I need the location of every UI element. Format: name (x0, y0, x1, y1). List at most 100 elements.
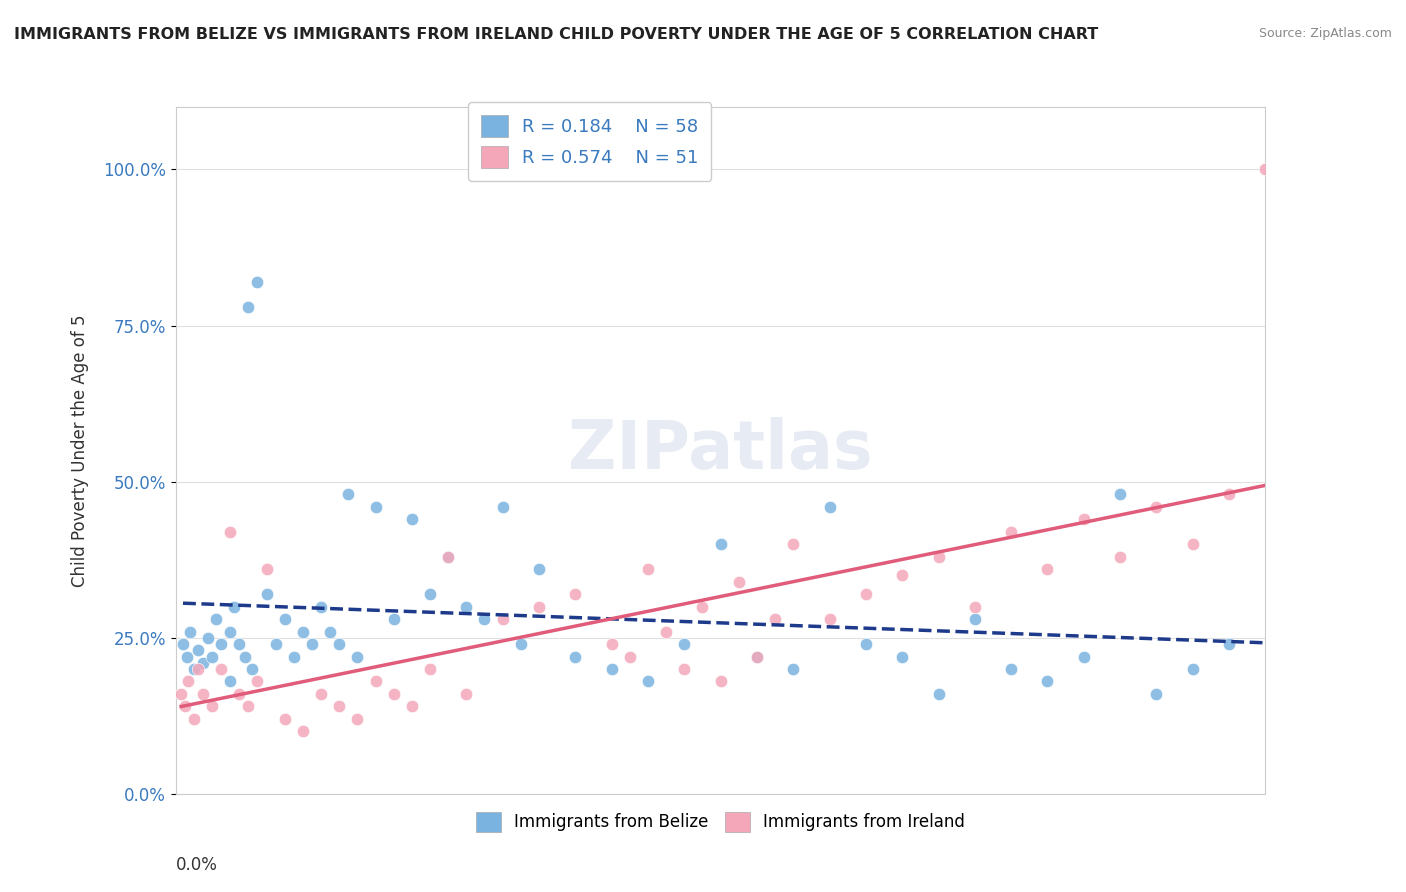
Point (763, 612, 786, 626)
Point (382, 687, 405, 701)
Point (1146, 500, 1168, 514)
Point (1036, 674, 1059, 689)
Point (564, 587, 586, 601)
Point (186, 662, 209, 676)
Point (191, 656, 214, 670)
Point (346, 712, 368, 726)
Point (745, 649, 768, 664)
Point (818, 612, 841, 626)
Point (1073, 649, 1095, 664)
Point (619, 649, 641, 664)
Point (170, 687, 193, 701)
Point (401, 512, 423, 526)
Point (600, 662, 623, 676)
Point (1181, 537, 1204, 551)
Point (855, 587, 877, 601)
Point (1218, 487, 1240, 501)
Point (328, 699, 350, 714)
Point (963, 612, 986, 626)
Text: IMMIGRANTS FROM BELIZE VS IMMIGRANTS FROM IRELAND CHILD POVERTY UNDER THE AGE OF: IMMIGRANTS FROM BELIZE VS IMMIGRANTS FRO… (14, 27, 1098, 42)
Point (346, 649, 368, 664)
Point (201, 699, 224, 714)
Point (673, 662, 696, 676)
Point (637, 562, 659, 576)
Point (191, 687, 214, 701)
Point (364, 674, 387, 689)
Point (219, 524, 242, 539)
Point (337, 487, 360, 501)
Point (437, 549, 460, 564)
Point (173, 699, 195, 714)
Point (928, 687, 950, 701)
Point (456, 687, 478, 701)
Point (710, 537, 733, 551)
Text: Source: ZipAtlas.com: Source: ZipAtlas.com (1258, 27, 1392, 40)
Point (256, 562, 278, 576)
Point (891, 649, 914, 664)
Point (240, 662, 263, 676)
Point (238, 300, 260, 314)
Point (183, 662, 205, 676)
Point (201, 649, 224, 664)
Text: 0.0%: 0.0% (176, 855, 218, 873)
Point (197, 631, 219, 645)
Point (1109, 549, 1132, 564)
Point (1218, 637, 1240, 651)
Point (727, 574, 749, 589)
Point (172, 637, 194, 651)
Point (637, 674, 659, 689)
Point (527, 599, 550, 614)
Point (401, 699, 423, 714)
Point (673, 637, 696, 651)
Point (238, 699, 260, 714)
Point (419, 587, 441, 601)
Point (204, 612, 226, 626)
Point (692, 599, 714, 614)
Text: ZIPatlas: ZIPatlas (568, 417, 873, 483)
Point (1036, 562, 1059, 576)
Point (209, 662, 232, 676)
Point (891, 568, 914, 582)
Point (855, 637, 877, 651)
Point (228, 687, 250, 701)
Point (1000, 524, 1022, 539)
Point (1146, 687, 1168, 701)
Point (655, 624, 678, 639)
Point (818, 500, 841, 514)
Point (319, 624, 342, 639)
Point (1254, 162, 1277, 177)
Point (328, 637, 350, 651)
Point (1073, 512, 1095, 526)
Point (782, 537, 804, 551)
Point (509, 637, 531, 651)
Point (219, 624, 242, 639)
Point (209, 637, 232, 651)
Point (222, 599, 245, 614)
Point (1000, 662, 1022, 676)
Point (283, 649, 305, 664)
Point (233, 649, 256, 664)
Point (177, 674, 200, 689)
Point (176, 649, 198, 664)
Y-axis label: Child Poverty Under the Age of 5: Child Poverty Under the Age of 5 (72, 314, 89, 587)
Point (179, 624, 201, 639)
Point (492, 500, 515, 514)
Point (456, 599, 478, 614)
Point (246, 674, 269, 689)
Point (419, 662, 441, 676)
Point (301, 637, 323, 651)
Point (564, 649, 586, 664)
Point (309, 687, 332, 701)
Point (928, 549, 950, 564)
Point (474, 612, 496, 626)
Point (1109, 487, 1132, 501)
Point (527, 562, 550, 576)
Point (492, 612, 515, 626)
Point (710, 674, 733, 689)
Point (382, 612, 405, 626)
Point (274, 612, 297, 626)
Point (745, 649, 768, 664)
Point (219, 674, 242, 689)
Point (228, 637, 250, 651)
Point (309, 599, 332, 614)
